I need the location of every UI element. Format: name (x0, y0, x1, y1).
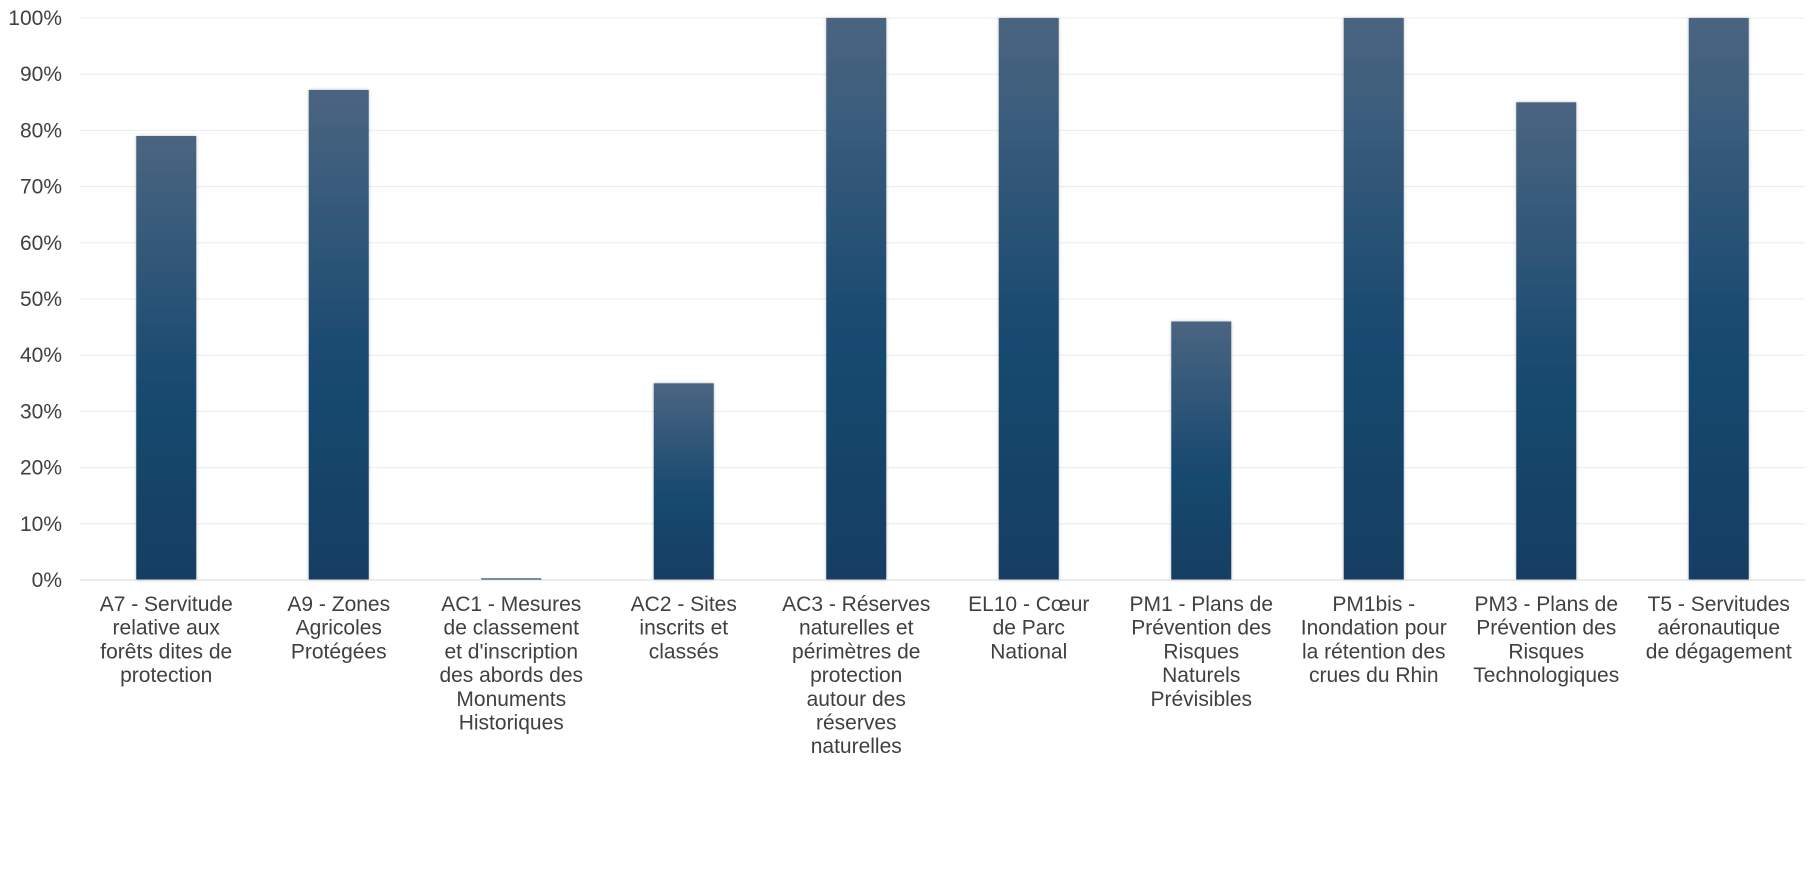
x-tick-label: PM3 - Plans de Prévention des Risques Techn… (1473, 593, 1619, 687)
bar (826, 18, 887, 580)
x-tick-label: AC2 - Sites inscrits et classés (631, 593, 737, 663)
bar (481, 578, 542, 580)
bar (1516, 102, 1577, 581)
bar (1343, 18, 1404, 580)
x-tick-label: A7 - Servitude relative aux forêts dites d… (100, 593, 233, 687)
bar (1688, 18, 1749, 580)
bar (1171, 321, 1232, 580)
bars (136, 18, 1749, 581)
x-tick-label: PM1 - Plans de Prévention des Risques Natur… (1129, 593, 1273, 711)
y-tick-label: 40% (20, 344, 62, 367)
y-tick-label: 10% (20, 513, 62, 536)
y-tick-label: 80% (20, 119, 62, 142)
y-tick-label: 60% (20, 232, 62, 255)
y-tick-label: 20% (20, 457, 62, 480)
bar (653, 383, 714, 580)
y-tick-label: 70% (20, 176, 62, 199)
x-tick-label: A9 - Zones Agricoles Protégées (287, 593, 390, 663)
x-tick-label: T5 - Servitudes aéronautique de dégagement (1646, 593, 1792, 663)
y-tick-label: 90% (20, 63, 62, 86)
bar (998, 18, 1059, 580)
x-tick-label: EL10 - Cœur de Parc National (968, 593, 1089, 663)
x-tick-label: AC3 - Réserves naturelles et périmètres de… (782, 593, 930, 758)
y-tick-label: 50% (20, 288, 62, 311)
x-tick-label: AC1 - Mesures de classement et d'inscripti… (439, 593, 583, 735)
bar (136, 136, 197, 580)
y-tick-label: 0% (32, 569, 62, 592)
x-tick-label: PM1bis -Inondation pour la rétention des c… (1301, 593, 1447, 687)
bar (308, 89, 369, 580)
x-axis-labels: A7 - Servitude relative aux forêts dites d… (100, 593, 1792, 758)
y-axis-ticks: 0% 10% 20% 30% 40% 50% 60% 70% 80% 90% 100% (8, 7, 62, 592)
y-tick-label: 100% (8, 7, 62, 30)
y-tick-label: 30% (20, 400, 62, 423)
